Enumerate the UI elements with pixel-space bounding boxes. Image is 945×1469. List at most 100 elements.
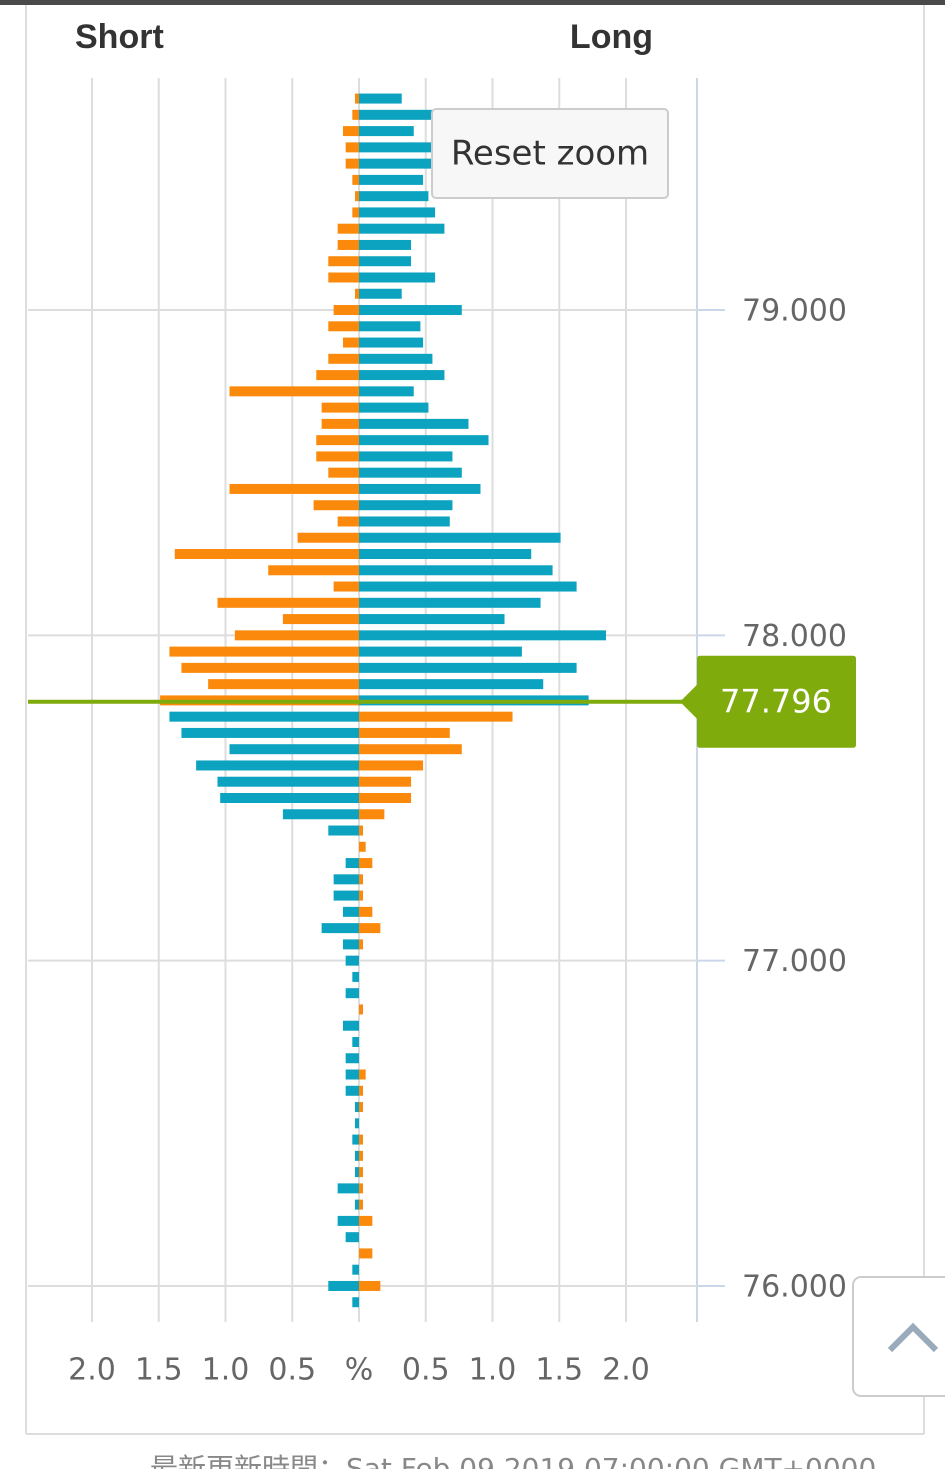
bar — [333, 581, 359, 592]
bar — [196, 760, 359, 771]
bar — [345, 142, 359, 153]
reset-zoom[interactable]: Reset zoom — [431, 108, 669, 199]
bar — [359, 500, 453, 511]
bar — [359, 223, 445, 234]
bar — [352, 1134, 359, 1145]
scroll-top[interactable] — [852, 1276, 945, 1397]
bar — [316, 451, 359, 462]
bar — [282, 614, 359, 625]
bar — [359, 1167, 364, 1178]
x-tick-label: 2.0 — [68, 1353, 116, 1388]
bar — [229, 386, 359, 397]
bar — [234, 630, 359, 641]
bar — [359, 841, 366, 852]
bar — [359, 906, 373, 917]
bar — [345, 955, 359, 966]
bar — [354, 1199, 359, 1210]
bar — [359, 792, 412, 803]
x-tick-label: % — [345, 1353, 374, 1388]
scroll-top-icon — [887, 1322, 939, 1353]
top-bar — [0, 0, 945, 5]
bar — [181, 662, 359, 673]
bar — [359, 142, 433, 153]
bar — [359, 1069, 366, 1080]
bar — [359, 207, 436, 218]
bar — [342, 337, 359, 348]
bar — [333, 305, 359, 316]
bar — [359, 630, 606, 641]
bar — [181, 727, 359, 738]
reset-zoom-box[interactable] — [431, 108, 669, 199]
bar — [352, 1297, 359, 1308]
bar — [352, 971, 359, 982]
bar — [354, 1118, 359, 1129]
bar — [359, 581, 577, 592]
bar — [359, 370, 445, 381]
bar — [229, 483, 359, 494]
bar — [359, 1183, 364, 1194]
bar — [337, 516, 359, 527]
bar — [321, 923, 359, 934]
bar — [359, 1280, 381, 1291]
bar — [359, 1248, 373, 1259]
bar — [297, 532, 359, 543]
bar — [354, 1167, 359, 1178]
bar — [333, 890, 359, 901]
bar — [337, 1183, 359, 1194]
scroll-top-box[interactable] — [852, 1276, 945, 1397]
bar — [337, 223, 359, 234]
bar — [352, 207, 359, 218]
bar — [345, 1053, 359, 1064]
bar — [359, 1085, 364, 1096]
bar — [359, 288, 402, 299]
bar — [342, 906, 359, 917]
bar — [359, 402, 429, 413]
bar — [345, 1069, 359, 1080]
bar — [359, 711, 513, 722]
bar — [328, 1280, 359, 1291]
bar — [359, 239, 412, 250]
bar — [359, 386, 414, 397]
bar — [345, 158, 359, 169]
bar — [345, 1232, 359, 1243]
bar — [359, 565, 553, 576]
bar — [313, 500, 359, 511]
bar — [359, 614, 505, 625]
bar — [321, 402, 359, 413]
bar — [328, 825, 359, 836]
x-tick-label: 2.0 — [602, 1353, 650, 1388]
x-tick-label: 1.5 — [535, 1353, 583, 1388]
bar — [354, 288, 359, 299]
bar — [359, 93, 402, 104]
y-tick-label: 79.000 — [742, 294, 847, 329]
bar — [359, 451, 453, 462]
bar — [359, 744, 462, 755]
bar — [354, 93, 359, 104]
bar — [359, 923, 381, 934]
bar — [337, 1215, 359, 1226]
bar — [352, 174, 359, 185]
x-tick-label: 0.5 — [402, 1353, 450, 1388]
bar — [282, 809, 359, 820]
bar — [220, 792, 359, 803]
y-tick-label: 78.000 — [742, 619, 847, 654]
bar — [359, 1150, 364, 1161]
bar — [359, 1134, 364, 1145]
bar — [359, 939, 364, 950]
bar — [359, 825, 364, 836]
bar — [354, 1150, 359, 1161]
reset-zoom-label[interactable]: Reset zoom — [451, 134, 649, 174]
bar — [359, 353, 433, 364]
bar — [359, 776, 412, 787]
overlay: 77.796 — [28, 655, 856, 748]
bar — [174, 549, 359, 560]
bar — [359, 516, 450, 527]
bar — [359, 418, 469, 429]
bar — [359, 1102, 364, 1113]
bar — [359, 532, 561, 543]
bar — [359, 858, 373, 869]
bar — [169, 711, 359, 722]
bar — [359, 1199, 364, 1210]
bar — [359, 256, 412, 267]
